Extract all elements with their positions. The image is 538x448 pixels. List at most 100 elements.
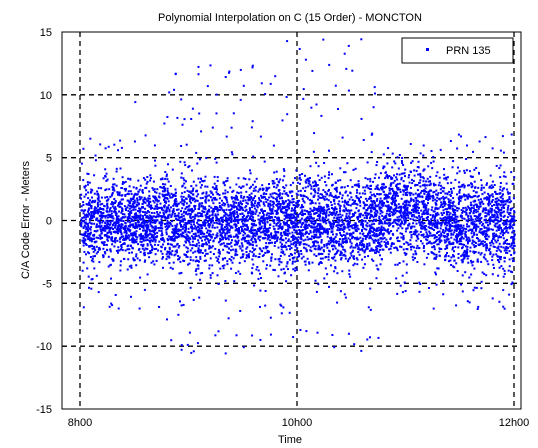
data-point bbox=[365, 204, 368, 206]
data-point bbox=[140, 234, 143, 237]
data-point bbox=[330, 224, 332, 227]
data-point bbox=[89, 256, 92, 258]
data-point bbox=[382, 218, 385, 221]
data-point bbox=[171, 239, 174, 242]
data-point bbox=[321, 207, 324, 210]
data-point bbox=[374, 209, 377, 212]
data-point bbox=[133, 194, 136, 196]
data-point bbox=[399, 284, 402, 287]
data-point bbox=[191, 215, 194, 218]
data-point bbox=[146, 204, 149, 207]
data-point bbox=[117, 251, 119, 254]
data-point bbox=[226, 237, 229, 240]
data-point bbox=[265, 193, 268, 195]
data-point bbox=[154, 164, 157, 167]
data-point bbox=[335, 252, 337, 255]
data-point bbox=[124, 249, 127, 252]
data-point bbox=[235, 250, 238, 253]
data-point bbox=[286, 232, 289, 235]
data-point bbox=[82, 220, 85, 222]
data-point bbox=[114, 223, 117, 226]
data-point bbox=[188, 220, 191, 223]
data-point bbox=[119, 260, 122, 263]
data-point bbox=[280, 236, 283, 239]
data-point bbox=[251, 258, 254, 261]
data-point bbox=[342, 230, 345, 233]
data-point bbox=[410, 230, 413, 233]
data-point bbox=[238, 203, 241, 206]
data-point bbox=[282, 252, 285, 254]
data-point bbox=[206, 252, 209, 255]
data-point bbox=[271, 237, 274, 240]
data-point bbox=[205, 192, 208, 195]
data-point bbox=[306, 210, 309, 213]
data-point bbox=[314, 182, 317, 185]
data-point bbox=[98, 261, 101, 264]
data-point bbox=[128, 185, 131, 188]
data-point bbox=[400, 172, 403, 175]
data-point bbox=[292, 237, 295, 240]
data-point bbox=[195, 228, 198, 231]
data-point bbox=[137, 223, 140, 226]
data-point bbox=[135, 238, 138, 241]
data-point bbox=[347, 215, 350, 218]
data-point bbox=[316, 209, 319, 212]
data-point bbox=[127, 234, 130, 237]
data-point bbox=[163, 197, 166, 200]
data-point bbox=[323, 245, 326, 248]
data-point bbox=[188, 165, 191, 168]
data-point bbox=[376, 227, 379, 230]
data-point bbox=[339, 213, 342, 216]
data-point bbox=[197, 239, 200, 242]
data-point bbox=[93, 208, 96, 211]
data-point bbox=[157, 206, 160, 209]
data-point bbox=[150, 251, 153, 254]
data-point bbox=[369, 191, 372, 194]
data-point bbox=[146, 244, 149, 247]
data-point bbox=[421, 227, 424, 230]
data-point bbox=[114, 294, 117, 296]
data-point bbox=[156, 188, 159, 191]
data-point bbox=[268, 215, 271, 218]
data-point bbox=[252, 255, 255, 257]
data-point bbox=[405, 241, 408, 244]
data-point bbox=[348, 218, 351, 220]
data-point bbox=[269, 82, 272, 85]
data-point bbox=[165, 258, 168, 261]
data-point bbox=[228, 228, 231, 231]
data-point bbox=[174, 188, 177, 191]
data-point bbox=[305, 223, 307, 226]
data-point bbox=[295, 169, 298, 172]
data-point bbox=[296, 205, 299, 208]
data-point bbox=[260, 215, 263, 218]
data-point bbox=[318, 261, 321, 264]
data-point bbox=[295, 205, 297, 208]
data-point bbox=[160, 215, 163, 218]
data-point bbox=[209, 196, 212, 199]
data-point bbox=[149, 217, 152, 220]
data-point bbox=[277, 216, 280, 219]
data-point bbox=[200, 213, 203, 216]
data-point bbox=[119, 139, 122, 142]
data-point bbox=[422, 200, 425, 203]
data-point bbox=[175, 200, 178, 203]
data-point bbox=[202, 191, 205, 194]
data-point bbox=[359, 214, 362, 217]
data-point bbox=[113, 222, 115, 225]
data-point bbox=[300, 252, 303, 255]
data-point bbox=[139, 223, 142, 226]
data-point bbox=[192, 251, 195, 254]
data-point bbox=[160, 218, 163, 221]
data-point bbox=[392, 220, 395, 223]
data-point bbox=[195, 199, 198, 202]
data-point bbox=[226, 191, 229, 194]
data-point bbox=[92, 215, 95, 218]
data-point bbox=[333, 187, 336, 190]
data-point bbox=[304, 220, 307, 223]
data-point bbox=[253, 223, 256, 225]
data-point bbox=[319, 247, 322, 250]
data-point bbox=[113, 202, 116, 204]
data-point bbox=[162, 215, 165, 218]
data-point bbox=[347, 258, 350, 261]
data-point bbox=[178, 272, 181, 275]
